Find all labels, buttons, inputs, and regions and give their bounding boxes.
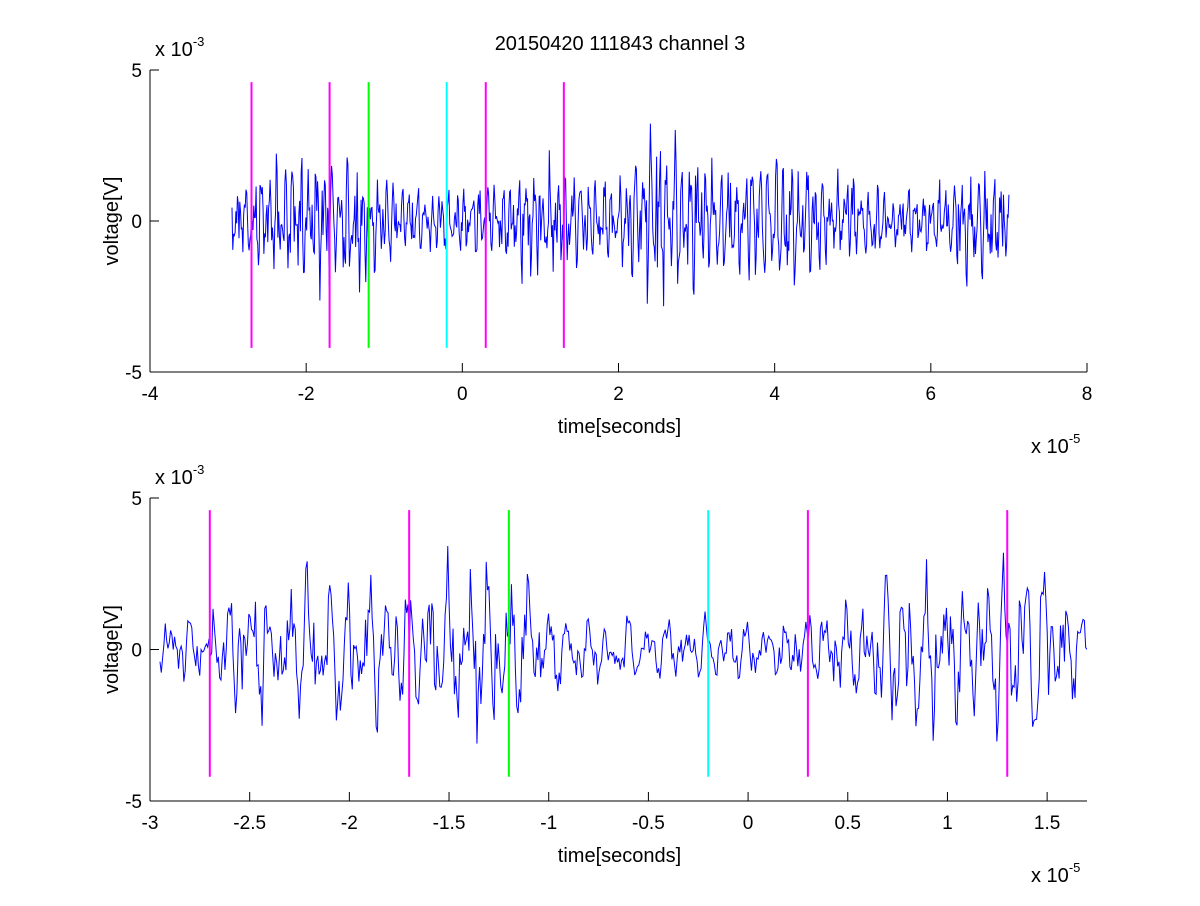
x-tick-label: 0: [743, 813, 754, 834]
bottom-subplot: -3 -2.5 -2 -1.5 -1 -0.5 0 0.5 1 1.5 -5 0 5 time[secon…: [101, 462, 1087, 887]
x-tick-label: -0.5: [632, 813, 665, 834]
x-tick-label: 6: [926, 384, 937, 405]
x-axis-label: time[seconds]: [558, 845, 681, 867]
y-axis-label: voltage[V]: [101, 605, 123, 694]
x-scale-exponent: x 10-5: [1031, 860, 1080, 887]
y-axis-label: voltage[V]: [101, 177, 123, 266]
plot-area: [150, 498, 1087, 801]
x-tick-label: -4: [142, 384, 159, 405]
y-tick-label: -5: [125, 363, 142, 384]
y-tick-label: 0: [131, 212, 142, 233]
x-tick-label: 0.5: [835, 813, 861, 834]
figure-title: 20150420 111843 channel 3: [495, 33, 746, 55]
signal-trace: [231, 123, 1010, 307]
y-tick-label: -5: [125, 792, 142, 813]
y-tick-label: 5: [131, 489, 142, 510]
x-tick-label: -2: [341, 813, 358, 834]
x-tick-label: 8: [1082, 384, 1093, 405]
signal-trace: [159, 546, 1087, 744]
y-scale-exponent: x 10-3: [155, 34, 204, 61]
x-tick-label: -2.5: [233, 813, 266, 834]
x-tick-label: 4: [769, 384, 780, 405]
x-tick-label: 1: [942, 813, 953, 834]
top-subplot: -4 -2 0 2 4 6 8 -5 0 5 time[seconds] voltage[V] x 10…: [101, 34, 1092, 458]
x-axis-label: time[seconds]: [558, 416, 681, 438]
x-scale-exponent: x 10-5: [1031, 431, 1080, 458]
x-tick-label: -1.5: [433, 813, 466, 834]
x-tick-label: 0: [457, 384, 468, 405]
x-tick-label: -3: [142, 813, 159, 834]
x-tick-label: 2: [613, 384, 624, 405]
x-tick-label: 1.5: [1034, 813, 1060, 834]
y-scale-exponent: x 10-3: [155, 462, 204, 489]
y-tick-label: 0: [131, 641, 142, 662]
x-tick-label: -1: [540, 813, 557, 834]
y-tick-label: 5: [131, 61, 142, 82]
x-tick-label: -2: [298, 384, 315, 405]
